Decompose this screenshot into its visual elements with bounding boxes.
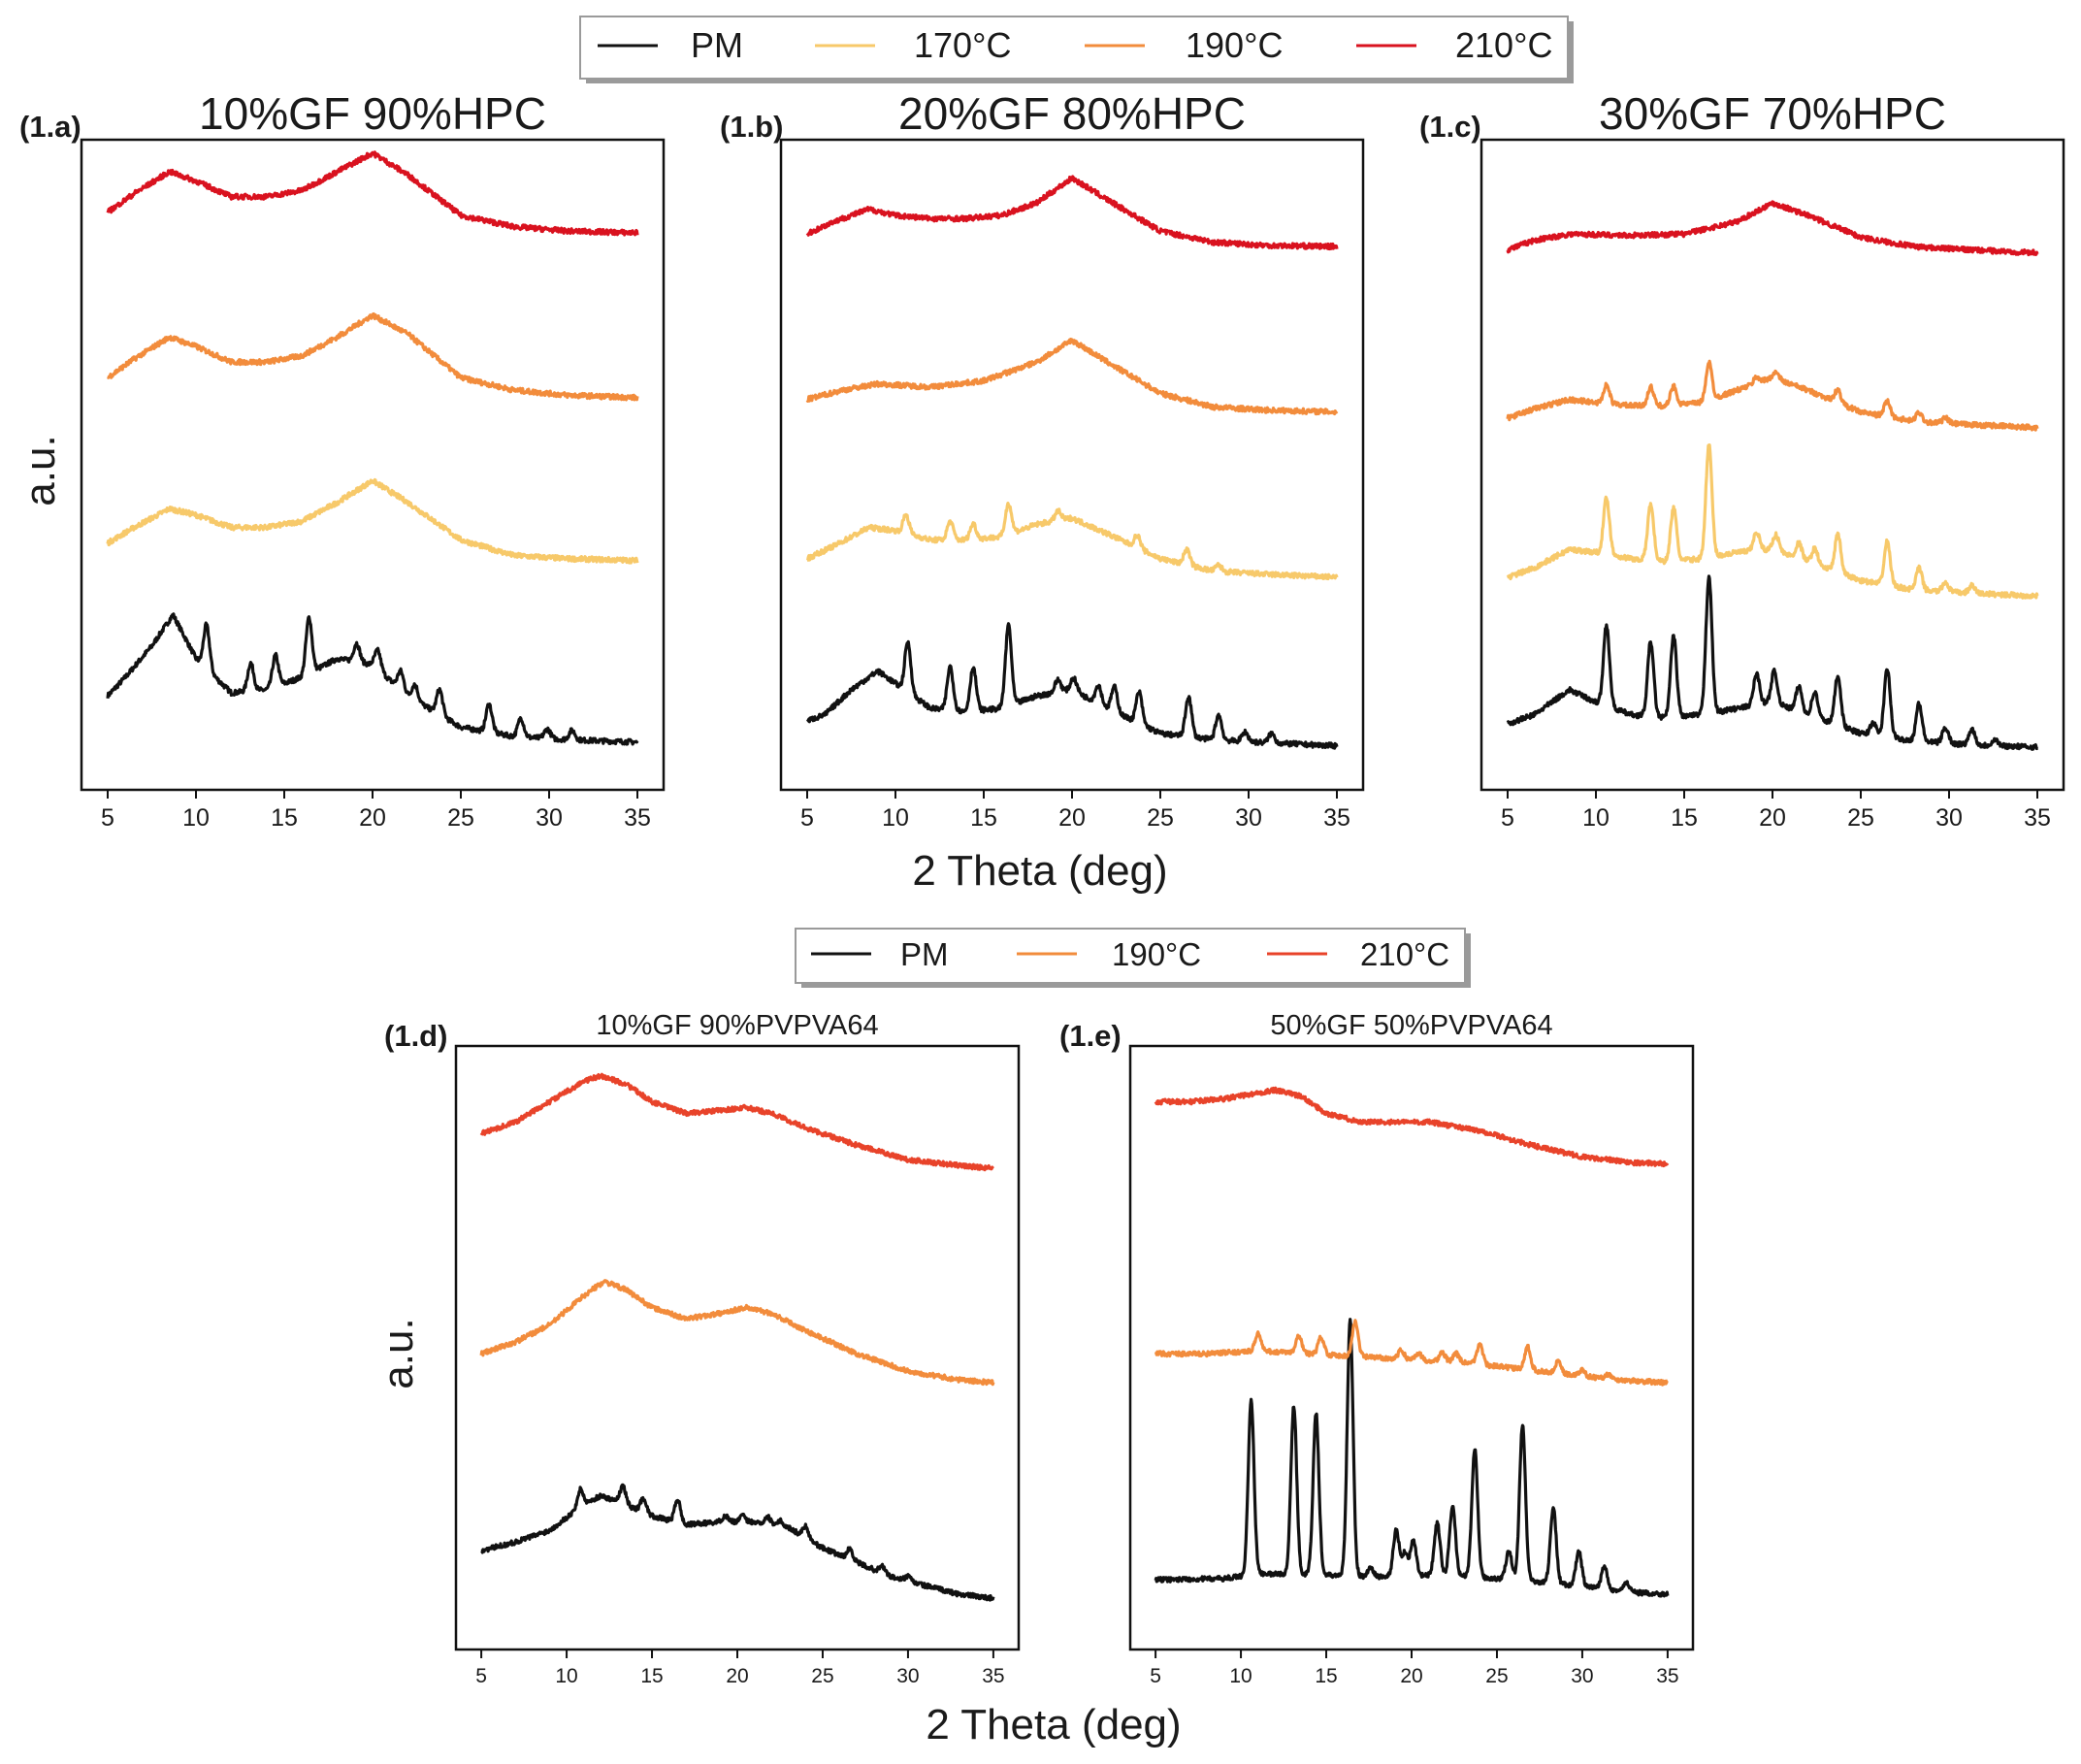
series-line-210c (479, 1072, 994, 1172)
panel-tag: (1.d) (384, 1019, 447, 1053)
panel-tag: (1.a) (19, 110, 81, 144)
panel-5: 50%GF 50%PVPVA64 (1.e) 5 10 15 20 25 30 35 (1059, 1010, 1695, 1687)
legend-bottom-box (795, 928, 1466, 984)
x-tick-label: 30 (896, 1665, 919, 1687)
legend-label-pm: PM (691, 25, 743, 65)
series-line-170c (1506, 443, 2039, 600)
panel-tag: (1.e) (1059, 1019, 1122, 1053)
legend-top: PM 170°C 190°C 210°C (579, 16, 1574, 83)
x-tick-label: 15 (640, 1665, 663, 1687)
x-tick-label: 20 (726, 1665, 748, 1687)
x-tick-label: 15 (271, 804, 298, 832)
panel-title: 20%GF 80%HPC (898, 88, 1246, 139)
panel-1: 10%GF 90%HPC (1.a) 5 10 15 20 25 30 35 (19, 88, 666, 832)
x-tick-label: 15 (1315, 1665, 1337, 1687)
series-line-190c (106, 311, 639, 402)
x-tick-label: 25 (811, 1665, 833, 1687)
x-tick-label: 35 (624, 804, 651, 832)
series-line-pm (1506, 574, 2039, 751)
series-line-170c (805, 501, 1339, 581)
x-tick-label: 30 (1935, 804, 1963, 832)
panel-3: 30%GF 70%HPC (1.c) 5 10 15 20 25 30 35 (1419, 88, 2065, 832)
legend-bottom-label-210: 210°C (1360, 936, 1449, 972)
series-line-pm (106, 612, 639, 746)
x-tick-label: 20 (359, 804, 386, 832)
x-tick-label: 10 (182, 804, 210, 832)
panel-tag: (1.b) (720, 110, 783, 144)
x-axis-label-bottom: 2 Theta (deg) (926, 1701, 1181, 1748)
panel-2: 20%GF 80%HPC (1.b) 5 10 15 20 25 30 35 (720, 88, 1365, 832)
series-line-190c (805, 338, 1339, 416)
panel-title: 10%GF 90%HPC (199, 88, 546, 139)
panel-4: 10%GF 90%PVPVA64 (1.d) 5 10 15 20 25 30 35 (384, 1010, 1021, 1687)
x-tick-label: 30 (1571, 1665, 1593, 1687)
x-tick-label: 25 (1847, 804, 1874, 832)
x-tick-label: 35 (2024, 804, 2051, 832)
plot-frame (779, 138, 1365, 792)
panel-title: 50%GF 50%PVPVA64 (1270, 1010, 1552, 1041)
series-line-210c (1154, 1086, 1670, 1168)
series-line-190c (479, 1279, 995, 1387)
series-line-pm (805, 622, 1339, 750)
legend-bottom-label-pm: PM (900, 936, 949, 972)
x-tick-label: 20 (1400, 1665, 1422, 1687)
series-line-170c (106, 477, 639, 565)
series-line-pm (480, 1483, 995, 1602)
x-tick-label: 5 (800, 804, 814, 832)
legend-label-190: 190°C (1186, 25, 1283, 65)
x-tick-label: 35 (1656, 1665, 1678, 1687)
x-tick-label: 30 (536, 804, 563, 832)
series-line-210c (805, 175, 1339, 251)
series-line-190c (1506, 359, 2039, 432)
x-axis-label-top: 2 Theta (deg) (912, 847, 1167, 895)
series-line-210c (1506, 200, 2039, 257)
legend-label-170: 170°C (914, 25, 1011, 65)
x-tick-label: 5 (101, 804, 114, 832)
x-tick-label: 10 (882, 804, 909, 832)
x-tick-label: 15 (1671, 804, 1698, 832)
x-tick-label: 10 (1582, 804, 1610, 832)
x-tick-label: 10 (1229, 1665, 1252, 1687)
x-tick-label: 5 (1501, 804, 1514, 832)
series-line-pm (1154, 1318, 1670, 1598)
x-tick-label: 35 (982, 1665, 1004, 1687)
panel-title: 10%GF 90%PVPVA64 (596, 1010, 878, 1041)
x-tick-label: 25 (447, 804, 474, 832)
panel-tag: (1.c) (1419, 110, 1481, 144)
plot-frame (454, 1044, 1021, 1651)
x-tick-label: 10 (555, 1665, 577, 1687)
y-axis-label-bottom: a.u. (374, 1318, 422, 1388)
legend-top-box (579, 16, 1569, 80)
x-tick-label: 5 (1150, 1665, 1161, 1687)
x-tick-label: 20 (1058, 804, 1086, 832)
series-line-210c (106, 150, 639, 237)
x-tick-label: 20 (1759, 804, 1786, 832)
panel-title: 30%GF 70%HPC (1599, 88, 1946, 139)
x-tick-label: 25 (1147, 804, 1174, 832)
plot-frame (80, 138, 666, 792)
y-axis-label-top: a.u. (16, 435, 64, 506)
series-line-190c (1154, 1319, 1669, 1387)
plot-frame (1128, 1044, 1695, 1651)
legend-bottom: PM 190°C 210°C (795, 928, 1471, 988)
x-tick-label: 25 (1485, 1665, 1508, 1687)
legend-bottom-label-190: 190°C (1112, 936, 1201, 972)
x-tick-label: 35 (1323, 804, 1350, 832)
x-tick-label: 30 (1235, 804, 1262, 832)
x-tick-label: 5 (475, 1665, 487, 1687)
x-tick-label: 15 (970, 804, 997, 832)
legend-label-210: 210°C (1455, 25, 1552, 65)
